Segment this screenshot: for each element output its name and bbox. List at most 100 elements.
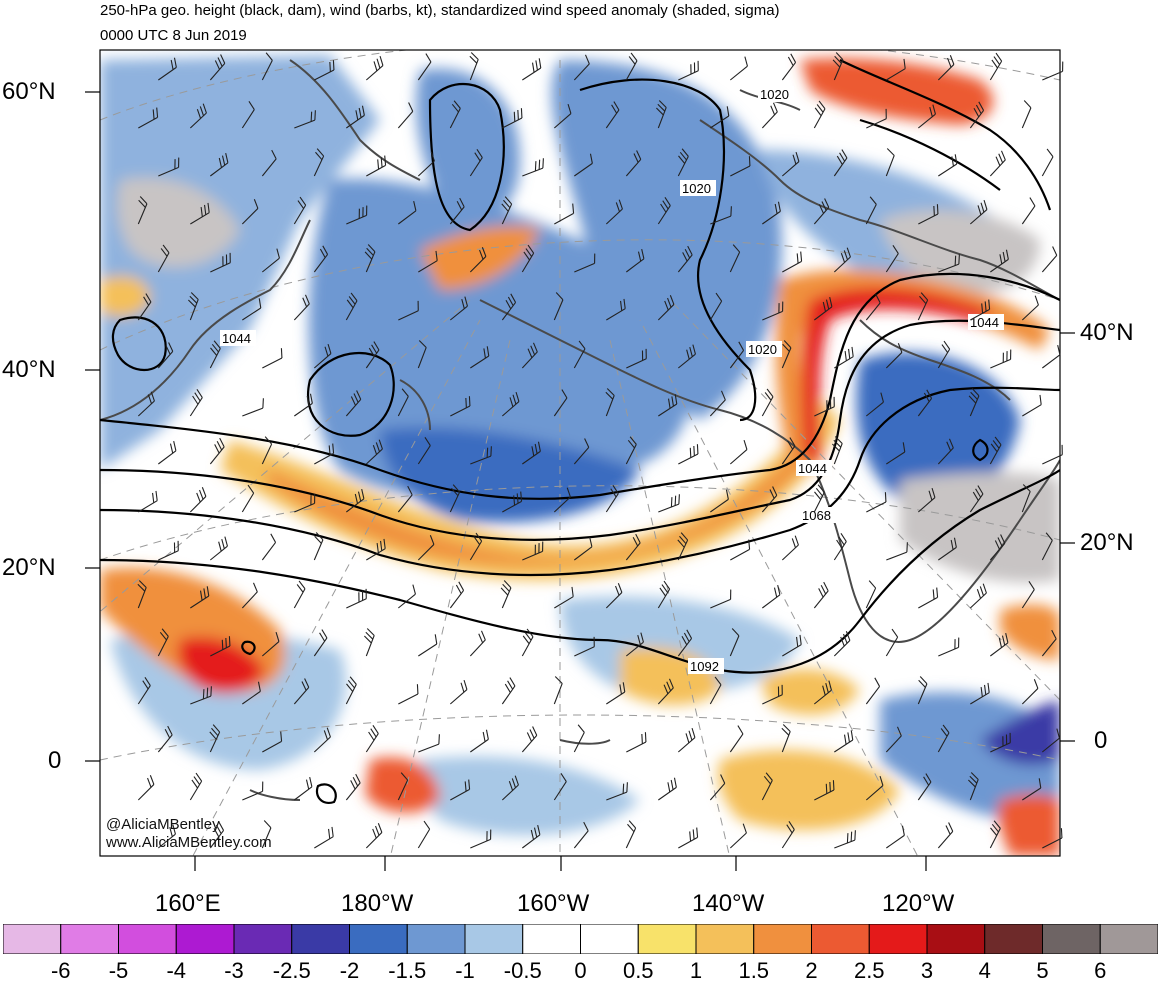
colorbar-swatch — [868, 924, 928, 954]
wind-barb — [865, 677, 881, 705]
wind-barb — [761, 102, 778, 129]
wind-barb — [313, 629, 328, 657]
wind-barb — [522, 58, 542, 81]
wind-barb — [990, 633, 1009, 657]
wind-barb — [366, 538, 386, 561]
wind-barb — [137, 196, 148, 225]
wind-barb — [241, 100, 255, 129]
wind-barb — [729, 56, 748, 81]
wind-barb — [885, 628, 899, 657]
wind-barb — [885, 244, 899, 273]
colorbar-swatch — [233, 924, 293, 954]
wind-barb — [417, 151, 435, 177]
wind-barb — [606, 682, 626, 705]
wind-barb — [137, 391, 155, 417]
height-contours — [100, 59, 1060, 804]
wind-barb — [554, 203, 575, 225]
wind-barb — [364, 244, 376, 273]
wind-barb — [345, 390, 362, 417]
wind-barb — [1042, 828, 1063, 849]
wind-barb — [241, 199, 259, 225]
colorbar-label: -1 — [455, 958, 475, 983]
lon-label-160e: 160°E — [155, 890, 221, 917]
wind-barb — [834, 830, 856, 849]
wind-barb — [501, 677, 516, 705]
wind-barb — [1022, 778, 1042, 801]
contour-label: 1044 — [222, 331, 251, 346]
wind-barb — [885, 343, 903, 369]
wind-barb — [990, 349, 1012, 369]
wind-barb — [625, 150, 642, 177]
wind-barb — [469, 148, 483, 177]
wind-barb — [814, 297, 833, 321]
wind-barb — [449, 197, 465, 225]
colorbar-label: 6 — [1094, 958, 1107, 983]
colorbar-label: 3 — [920, 958, 934, 983]
wind-barb — [729, 628, 740, 657]
wind-barb — [730, 539, 751, 561]
wind-barb — [969, 101, 985, 129]
colorbar-label: 1 — [689, 958, 703, 983]
wind-barb — [241, 582, 258, 609]
wind-barb — [469, 630, 486, 657]
colorbar-swatch — [60, 924, 119, 954]
wind-barb — [626, 249, 645, 273]
wind-barb — [242, 298, 262, 321]
wind-barb — [574, 153, 593, 177]
contour-label: 1068 — [802, 508, 831, 523]
wind-barb — [345, 773, 361, 801]
wind-barb — [886, 58, 906, 81]
wind-barb — [626, 732, 647, 753]
wind-barb — [521, 628, 534, 657]
contour-label: 1020 — [682, 181, 711, 196]
contour-label: 1092 — [690, 659, 719, 674]
wind-barb — [573, 340, 586, 369]
wind-barb — [521, 244, 535, 273]
wind-barb — [865, 196, 877, 225]
colorbar-swatch — [811, 924, 870, 954]
wind-barb — [1021, 484, 1031, 513]
wind-barb — [1021, 679, 1039, 705]
wind-barb — [365, 341, 380, 369]
wind-barb — [294, 493, 316, 513]
colorbar-swatch — [3, 924, 62, 954]
wind-barb — [313, 148, 325, 177]
wind-barb — [157, 824, 176, 849]
contour-label: 1044 — [798, 461, 827, 476]
wind-barb — [501, 391, 520, 417]
wind-barb — [813, 680, 832, 705]
wind-barb — [833, 149, 848, 177]
wind-barb — [261, 248, 280, 273]
wind-barb — [886, 442, 906, 465]
wind-barb — [865, 775, 884, 801]
wind-barb — [865, 293, 881, 321]
colorbar-label: -2 — [339, 958, 360, 983]
wind-barb — [1042, 444, 1063, 465]
wind-barb — [470, 829, 492, 849]
wind-barb — [522, 541, 544, 561]
wind-barb — [210, 636, 231, 657]
wind-barb — [553, 487, 571, 513]
wind-barb — [814, 396, 835, 417]
wind-barb — [397, 102, 414, 129]
colorbar-label: 0 — [574, 958, 587, 983]
map-frame — [99, 49, 1061, 857]
wind-barb — [501, 775, 519, 801]
wind-barb — [605, 388, 615, 417]
wind-barb — [553, 389, 568, 417]
wind-barb — [553, 103, 572, 129]
wind-barb — [1042, 345, 1061, 369]
wind-barb — [190, 586, 210, 609]
contour-label: 1020 — [760, 87, 789, 102]
wind-barb — [729, 244, 741, 273]
wind-barb — [1042, 61, 1064, 81]
wind-barb — [606, 782, 628, 801]
wind-barb — [885, 148, 895, 177]
wind-barb — [521, 342, 538, 369]
wind-barb — [989, 534, 1006, 561]
wind-barb — [937, 55, 955, 81]
wind-barb — [937, 340, 951, 369]
wind-barb — [397, 772, 409, 801]
lat-label-20n: 20°N — [2, 554, 56, 581]
wind-barb — [190, 686, 212, 705]
